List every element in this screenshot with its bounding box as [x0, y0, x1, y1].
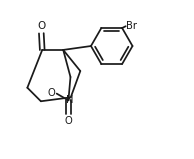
Text: N: N: [66, 95, 73, 105]
Text: Br: Br: [126, 21, 137, 31]
Text: O: O: [47, 88, 55, 98]
Text: O: O: [65, 116, 72, 126]
Text: O: O: [37, 21, 45, 31]
